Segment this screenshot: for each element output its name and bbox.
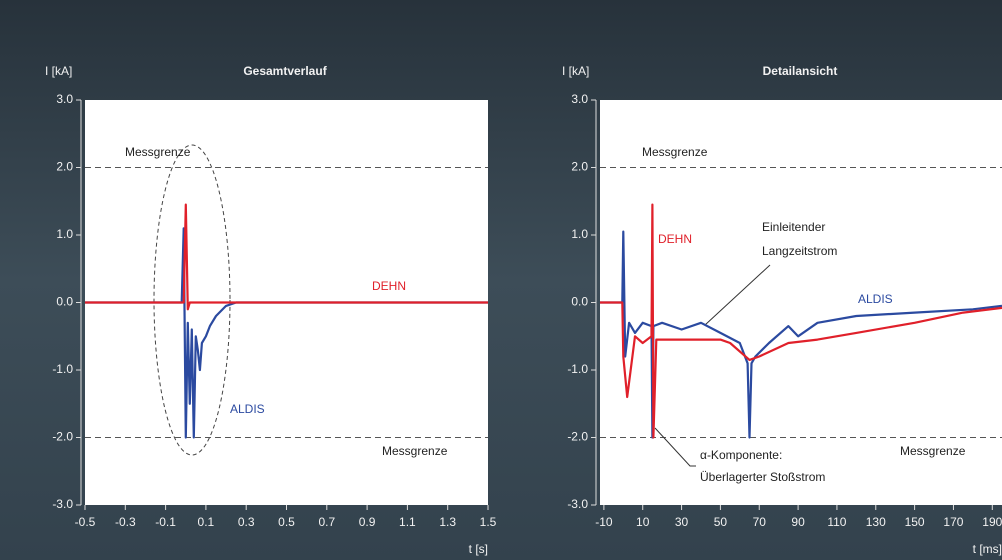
x-tick-label: 190 xyxy=(982,515,1002,529)
y-axis-label: I [kA] xyxy=(45,64,72,78)
chart: Gesamtverlauf I [kA] t [s] 3.0 2.0 1.0 0.0 -1.0… xyxy=(0,0,1002,560)
y-tick-label: -1.0 xyxy=(52,362,73,376)
annotation: Messgrenze xyxy=(125,145,191,159)
y-tick-label: 0.0 xyxy=(571,295,588,309)
x-tick-label: 70 xyxy=(753,515,767,529)
series-label: DEHN xyxy=(372,279,406,293)
x-tick-label: 110 xyxy=(827,515,846,529)
page: Gesamtverlauf I [kA] t [s] 3.0 2.0 1.0 0.0 -1.0… xyxy=(0,0,1002,560)
x-tick-label: 1.3 xyxy=(439,515,456,529)
x-tick-label: 0.5 xyxy=(278,515,295,529)
y-tick-label: 3.0 xyxy=(571,92,588,106)
y-tick-label: -3.0 xyxy=(52,497,73,511)
y-tick-label: 1.0 xyxy=(56,227,73,241)
series-label: ALDIS xyxy=(230,402,265,416)
y-tick-label: -1.0 xyxy=(567,362,588,376)
x-tick-label: 0.1 xyxy=(198,515,215,529)
x-tick-label: 1.1 xyxy=(399,515,416,529)
x-tick-label: 0.9 xyxy=(359,515,376,529)
y-tick-label: -2.0 xyxy=(52,430,73,444)
x-tick-label: -10 xyxy=(595,515,613,529)
chart-title: Gesamtverlauf xyxy=(243,64,327,78)
annotation: Einleitender xyxy=(762,220,825,234)
x-tick-label: -0.5 xyxy=(75,515,96,529)
y-tick-label: -2.0 xyxy=(567,430,588,444)
x-tick-label: 30 xyxy=(675,515,689,529)
y-tick-label: 1.0 xyxy=(571,227,588,241)
x-tick-label: -0.1 xyxy=(155,515,176,529)
x-axis-label: t [s] xyxy=(469,542,488,556)
annotation: Überlagerter Stoßstrom xyxy=(700,470,825,484)
annotation: Messgrenze xyxy=(382,444,448,458)
x-tick-label: 170 xyxy=(943,515,963,529)
series-label: ALDIS xyxy=(858,292,893,306)
x-axis-label: t [ms] xyxy=(973,542,1002,556)
x-tick-label: 1.5 xyxy=(480,515,497,529)
y-tick-label: 0.0 xyxy=(56,295,73,309)
x-tick-label: 90 xyxy=(791,515,805,529)
x-tick-label: 10 xyxy=(636,515,650,529)
y-tick-label: 3.0 xyxy=(56,92,73,106)
annotation: Messgrenze xyxy=(642,145,708,159)
y-tick-label: -3.0 xyxy=(567,497,588,511)
x-tick-label: 50 xyxy=(714,515,728,529)
x-tick-label: -0.3 xyxy=(115,515,136,529)
y-tick-label: 2.0 xyxy=(56,160,73,174)
x-tick-label: 0.3 xyxy=(238,515,255,529)
y-axis-label: I [kA] xyxy=(562,64,589,78)
y-tick-label: 2.0 xyxy=(571,160,588,174)
x-tick-label: 150 xyxy=(905,515,925,529)
annotation: α-Komponente: xyxy=(700,448,782,462)
chart-title: Detailansicht xyxy=(763,64,838,78)
x-tick-label: 0.7 xyxy=(318,515,335,529)
annotation: Langzeitstrom xyxy=(762,244,837,258)
series-label: DEHN xyxy=(658,232,692,246)
annotation: Messgrenze xyxy=(900,444,966,458)
x-tick-label: 130 xyxy=(866,515,886,529)
